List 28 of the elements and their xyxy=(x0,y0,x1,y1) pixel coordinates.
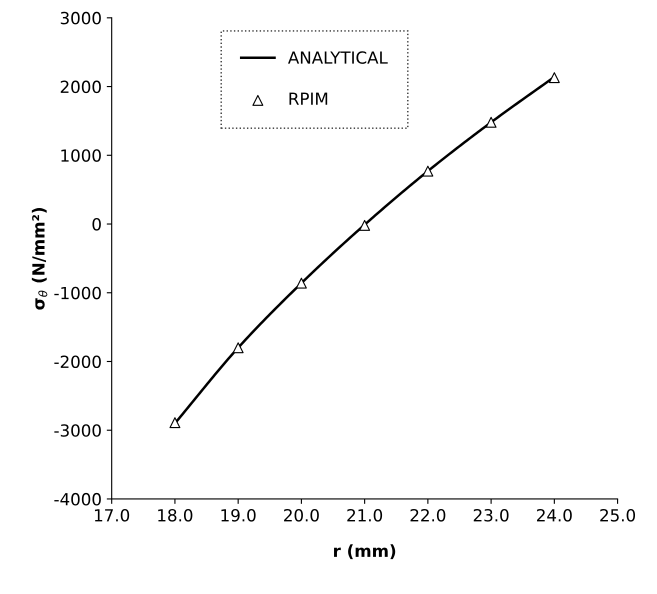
x-tick-label: 22.0 xyxy=(410,508,446,522)
x-tick-label: 24.0 xyxy=(537,508,572,522)
legend-label: RPIM xyxy=(290,92,328,105)
x-tick-label: 17.0 xyxy=(94,508,130,522)
x-tick-label: 19.0 xyxy=(221,508,256,522)
y-tick-label: 0 xyxy=(92,218,101,231)
x-tick-label: 18.0 xyxy=(158,508,192,522)
point xyxy=(232,342,244,354)
point xyxy=(422,166,434,177)
y-tick-label: 3000 xyxy=(60,12,101,24)
x-tick-label: 20.0 xyxy=(284,508,319,522)
y-tick-label: 2000 xyxy=(60,80,101,94)
y-axis-title: σ$_{θ}$ (N/mm²) xyxy=(32,208,48,310)
y-tick-label: 1000 xyxy=(61,149,101,162)
x-tick-label: 25.0 xyxy=(600,508,636,522)
y-tick-label: -4000 xyxy=(54,492,101,506)
point xyxy=(548,72,560,84)
x-axis-title: r (mm) xyxy=(334,544,396,560)
y-tick-label: -3000 xyxy=(54,424,101,437)
point xyxy=(169,417,180,428)
y-tick-label: -1000 xyxy=(54,286,101,300)
legend-label: ANALYTICAL xyxy=(288,51,388,64)
point xyxy=(359,220,370,231)
x-tick-label: 23.0 xyxy=(474,508,509,522)
y-tick-label: -2000 xyxy=(54,355,101,368)
point xyxy=(486,116,497,128)
x-tick-label: 21.0 xyxy=(347,508,382,522)
point xyxy=(296,278,307,289)
